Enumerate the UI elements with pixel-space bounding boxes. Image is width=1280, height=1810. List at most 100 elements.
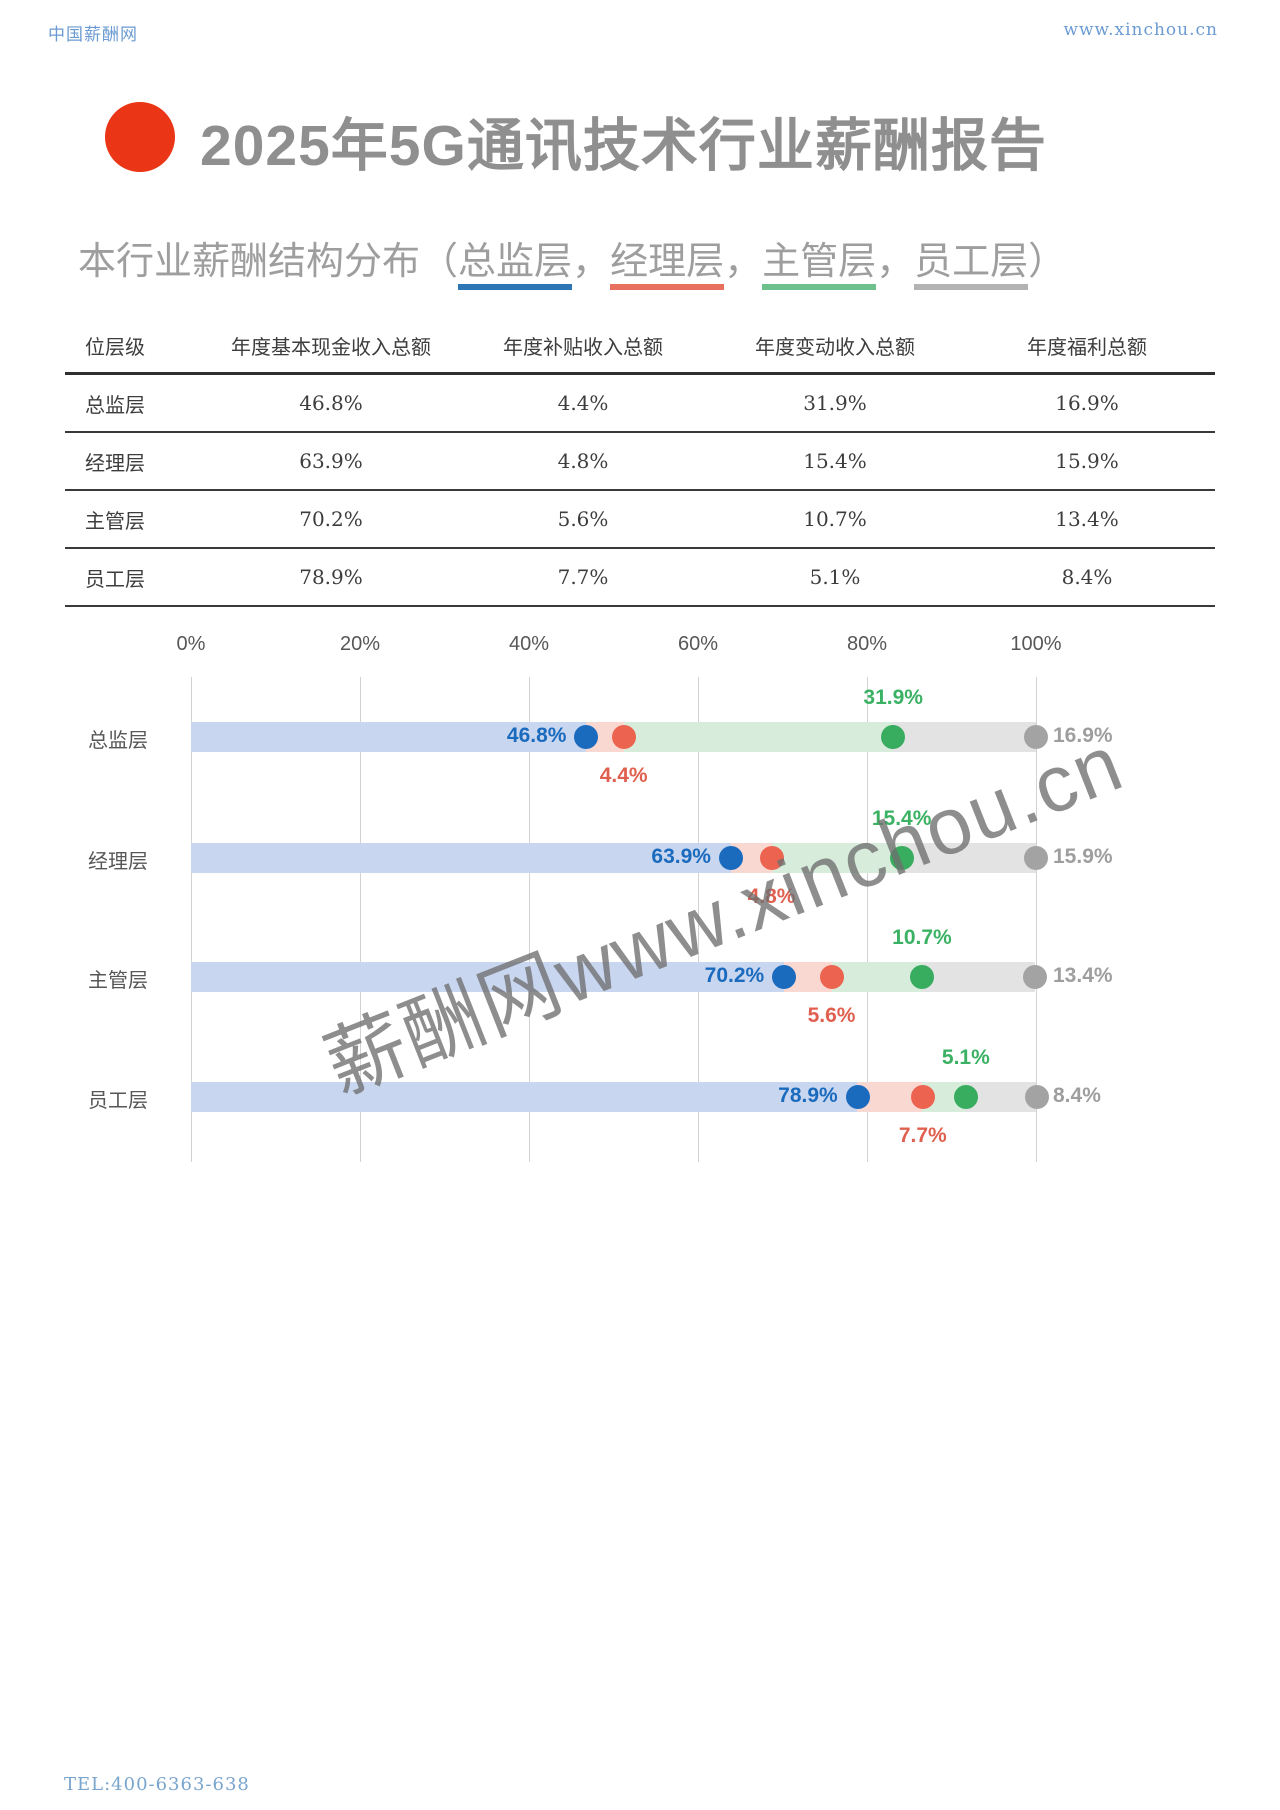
legend-group-4: 员工层 — [914, 241, 1029, 290]
value-label-4: 13.4% — [1053, 964, 1113, 987]
subtitle-prefix: 本行业薪酬结构分布 — [78, 241, 421, 283]
subtitle-groups: 总监层，经理层，主管层，员工层 — [458, 241, 1029, 290]
gridline — [360, 677, 361, 1162]
table-cell: 5.6% — [557, 507, 609, 531]
series-dot-2 — [611, 725, 636, 749]
gridline — [698, 677, 699, 1162]
table-header-cell: 年度补贴收入总额 — [503, 334, 663, 359]
table-row-label: 经理层 — [85, 450, 145, 475]
table-cell: 10.7% — [803, 507, 867, 531]
stacked-bar — [191, 1082, 1036, 1112]
value-label-4: 15.9% — [1053, 845, 1113, 868]
value-label-4: 16.9% — [1053, 724, 1113, 747]
table-row: 经理层 63.9% 4.8% 15.4% 15.9% — [65, 433, 1215, 491]
table-cell: 46.8% — [299, 391, 363, 415]
x-axis-tick-label: 40% — [508, 633, 550, 655]
value-label-2: 7.7% — [898, 1124, 947, 1147]
footer-telephone: TEL:400-6363-638 — [64, 1774, 250, 1795]
stacked-bar — [191, 722, 1036, 752]
series-dot-1 — [845, 1085, 870, 1109]
bar-segment-3 — [771, 843, 902, 873]
table-cell: 5.1% — [809, 565, 861, 589]
series-dot-3 — [953, 1085, 978, 1109]
subtitle-close-paren: ） — [1028, 241, 1067, 283]
chart-subtitle: 本行业薪酬结构分布（总监层，经理层，主管层，员工层） — [78, 230, 1067, 290]
table-header-row: 位层级 年度基本现金收入总额 年度补贴收入总额 年度变动收入总额 年度福利总额 — [65, 318, 1215, 375]
value-label-3: 10.7% — [892, 926, 952, 949]
table-cell: 78.9% — [299, 565, 363, 589]
table-cell: 63.9% — [299, 449, 363, 473]
bar-segment-1 — [191, 1082, 858, 1112]
table-header-cell: 位层级 — [85, 334, 145, 359]
x-axis-tick-label: 0% — [176, 633, 206, 655]
bar-segment-1 — [191, 962, 785, 992]
bar-segment-3 — [623, 722, 894, 752]
table-cell: 16.9% — [1055, 391, 1119, 415]
subtitle-open-paren: （ — [420, 241, 459, 283]
value-label-2: 5.6% — [807, 1004, 856, 1027]
value-label-3: 31.9% — [863, 686, 923, 709]
gridline — [867, 677, 868, 1162]
table-row-label: 主管层 — [85, 508, 145, 533]
series-dot-2 — [819, 965, 844, 989]
series-dot-2 — [910, 1085, 935, 1109]
table-cell: 13.4% — [1055, 507, 1119, 531]
series-dot-3 — [889, 846, 914, 870]
series-dot-4 — [1024, 846, 1048, 870]
bar-segment-4 — [921, 962, 1036, 992]
bar-segment-1 — [191, 722, 587, 752]
salary-structure-table: 位层级 年度基本现金收入总额 年度补贴收入总额 年度变动收入总额 年度福利总额 总监层 4… — [65, 318, 1215, 607]
series-dot-4 — [1024, 725, 1048, 749]
value-label-1: 78.9% — [778, 1084, 838, 1107]
legend-group-1: 总监层 — [458, 241, 573, 290]
page-title: 2025年5G通讯技术行业薪酬报告 — [200, 114, 1047, 178]
subtitle-comma: ， — [724, 241, 763, 283]
series-dot-4 — [1024, 1085, 1049, 1109]
gridline — [529, 677, 530, 1162]
value-label-3: 5.1% — [941, 1046, 990, 1069]
brand-text: 中国薪酬网 — [48, 25, 138, 44]
series-dot-1 — [772, 965, 797, 989]
table-header-cell: 年度福利总额 — [1027, 334, 1147, 359]
legend-group-2: 经理层 — [610, 241, 725, 290]
series-dot-1 — [574, 725, 599, 749]
value-label-3: 15.4% — [871, 807, 932, 830]
gridline — [191, 677, 192, 1162]
legend-group-3: 主管层 — [762, 241, 877, 290]
chart-category-label: 经理层 — [88, 851, 148, 873]
table-header-cell: 年度变动收入总额 — [755, 334, 915, 359]
table-cell: 31.9% — [803, 391, 867, 415]
bar-segment-3 — [831, 962, 922, 992]
x-axis-tick-label: 80% — [846, 633, 888, 655]
table-row: 员工层 78.9% 7.7% 5.1% 8.4% — [65, 549, 1215, 607]
value-label-1: 70.2% — [704, 964, 765, 987]
series-dot-1 — [718, 846, 743, 870]
x-axis-tick-label: 20% — [339, 633, 381, 655]
table-header-cell: 年度基本现金收入总额 — [231, 334, 431, 359]
chart-category-label: 员工层 — [88, 1090, 148, 1112]
chart-category-label: 总监层 — [88, 730, 148, 752]
series-dot-3 — [909, 965, 934, 989]
table-row-label: 总监层 — [85, 392, 145, 417]
watermark: 薪酬网www.xinchou.cn — [313, 717, 1135, 1111]
gridline — [1036, 677, 1037, 1162]
table-row: 总监层 46.8% 4.4% 31.9% 16.9% — [65, 375, 1215, 433]
table-cell: 4.8% — [557, 449, 609, 473]
table-cell: 15.4% — [803, 449, 867, 473]
value-label-4: 8.4% — [1053, 1084, 1101, 1107]
table-row: 主管层 70.2% 5.6% 10.7% 13.4% — [65, 491, 1215, 549]
subtitle-comma: ， — [876, 241, 915, 283]
bar-segment-4 — [901, 843, 1036, 873]
table-cell: 15.9% — [1055, 449, 1119, 473]
subtitle-comma: ， — [572, 241, 611, 283]
table-cell: 4.4% — [557, 391, 609, 415]
red-dot-icon — [105, 102, 175, 172]
chart-category-label: 主管层 — [88, 970, 148, 992]
series-dot-3 — [881, 725, 906, 749]
site-url: www.xinchou.cn — [1063, 20, 1218, 40]
x-axis-tick-label: 60% — [677, 633, 719, 655]
bar-segment-4 — [893, 722, 1036, 752]
table-cell: 7.7% — [557, 565, 609, 589]
series-dot-4 — [1023, 965, 1048, 989]
